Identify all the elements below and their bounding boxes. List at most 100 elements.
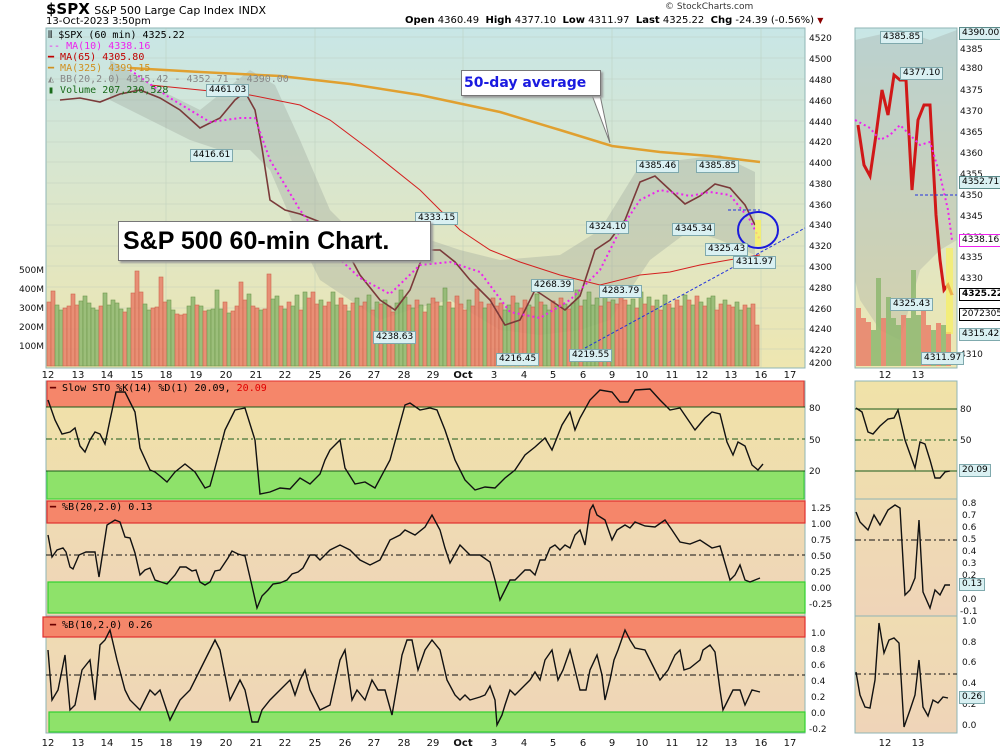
svg-text:0.2: 0.2 — [962, 571, 976, 581]
svg-text:10: 10 — [636, 370, 649, 381]
inset-high-label: 4377.10 — [900, 67, 944, 80]
dash-icon: -- — [48, 41, 67, 52]
svg-text:200M: 200M — [19, 323, 44, 333]
sto-line — [47, 388, 764, 495]
legend-volume: ▮ Volume 207,230,528 — [48, 85, 169, 96]
svg-text:100M: 100M — [19, 342, 44, 352]
svg-text:0.5: 0.5 — [962, 535, 976, 545]
svg-text:20: 20 — [809, 467, 821, 477]
svg-text:13: 13 — [912, 370, 925, 381]
legend-ma10: -- MA(10) 4338.16 — [48, 41, 151, 52]
price-label: 4324.10 — [586, 221, 630, 234]
svg-text:16: 16 — [755, 738, 768, 749]
open-value: 4360.49 — [437, 15, 480, 26]
svg-text:1.0: 1.0 — [811, 629, 826, 639]
svg-text:14: 14 — [101, 370, 114, 381]
pb10-overbought-zone — [42, 616, 806, 638]
mountain-icon: ◭ — [48, 74, 61, 85]
svg-text:4380: 4380 — [809, 180, 832, 190]
svg-text:0.8: 0.8 — [811, 645, 826, 655]
pb10-title: ━ %B(10,2.0) 0.26 — [50, 620, 153, 631]
pb20-yaxis: 1.25 1.00 0.75 0.50 0.25 0.00 -0.25 — [809, 504, 832, 610]
legend-ma65: ━ MA(65) 4305.80 — [48, 52, 145, 63]
svg-text:0.25: 0.25 — [811, 568, 831, 578]
svg-text:22: 22 — [279, 738, 292, 749]
line-icon: ━ — [50, 620, 63, 631]
svg-text:25: 25 — [309, 370, 322, 381]
bb-lower-tag: 4315.42 — [959, 328, 1000, 341]
svg-text:400M: 400M — [19, 285, 44, 295]
svg-text:13: 13 — [912, 738, 925, 749]
line-icon: ━ — [48, 63, 61, 74]
svg-text:29: 29 — [427, 738, 440, 749]
svg-text:27: 27 — [368, 738, 381, 749]
svg-text:4310: 4310 — [960, 350, 983, 360]
svg-text:5: 5 — [550, 738, 556, 749]
svg-text:50: 50 — [960, 436, 972, 446]
chart-legend: ⫴ $SPX (60 min) 4325.22 -- MA(10) 4338.1… — [48, 30, 289, 96]
svg-text:20: 20 — [220, 370, 233, 381]
svg-text:1.00: 1.00 — [811, 520, 831, 530]
svg-text:9: 9 — [609, 738, 615, 749]
price-label: 4283.79 — [599, 285, 643, 298]
svg-text:0.7: 0.7 — [962, 511, 976, 521]
svg-text:12: 12 — [879, 738, 892, 749]
highlight-circle — [737, 211, 779, 249]
svg-text:14: 14 — [101, 738, 114, 749]
down-arrow-icon: ▼ — [817, 16, 824, 25]
ma65-line — [149, 84, 761, 286]
svg-text:11: 11 — [666, 370, 679, 381]
line-icon: ━ — [50, 383, 63, 394]
svg-text:13: 13 — [72, 738, 85, 749]
svg-text:0.8: 0.8 — [962, 499, 977, 509]
price-label: 4345.34 — [672, 223, 716, 236]
bb-upper-tag: 4390.00 — [959, 27, 1000, 40]
ohlc-summary: Open 4360.49 High 4377.10 Low 4311.97 La… — [405, 15, 823, 26]
sto-title: ━ Slow STO %K(14) %D(1) 20.09, 20.09 — [50, 383, 267, 394]
svg-text:0.4: 0.4 — [811, 677, 826, 687]
fifty-day-annotation: 50-day average — [461, 70, 601, 96]
inset-pb20-panel — [854, 498, 958, 617]
price-label: 4416.61 — [190, 149, 234, 162]
svg-text:11: 11 — [666, 738, 679, 749]
svg-text:0.2: 0.2 — [962, 700, 976, 710]
high-label: High — [485, 15, 512, 26]
svg-text:15: 15 — [131, 370, 144, 381]
svg-text:4280: 4280 — [809, 284, 832, 294]
pb20-overbought-zone — [46, 500, 806, 524]
low-value: 4311.97 — [588, 15, 630, 26]
svg-text:12: 12 — [879, 370, 892, 381]
svg-text:0.00: 0.00 — [811, 584, 831, 594]
open-label: Open — [405, 15, 435, 26]
ma10-tag: 4338.16 — [959, 234, 1000, 247]
svg-text:5: 5 — [550, 370, 556, 381]
svg-text:-0.2: -0.2 — [809, 725, 827, 735]
svg-text:4360: 4360 — [809, 201, 832, 211]
inset-x-bottom: 12 13 — [879, 738, 925, 749]
header-title: $SPX S&P 500 Large Cap Index INDX — [46, 0, 266, 19]
svg-text:4330: 4330 — [960, 274, 983, 284]
inset-pb20-yaxis: 0.8 0.7 0.6 0.5 0.4 0.3 0.2 0.0 -0.1 — [960, 499, 978, 617]
svg-text:4335: 4335 — [960, 253, 983, 263]
pb20-value-tag: 0.13 — [959, 578, 986, 591]
svg-text:12: 12 — [42, 370, 55, 381]
svg-text:4480: 4480 — [809, 76, 832, 86]
last-label: Last — [635, 15, 660, 26]
svg-text:4380: 4380 — [960, 64, 983, 74]
inset-low-label: 4325.43 — [890, 298, 934, 311]
svg-text:0.6: 0.6 — [962, 523, 977, 533]
svg-text:0.0: 0.0 — [811, 709, 826, 719]
svg-text:4355: 4355 — [960, 170, 983, 180]
svg-text:4375: 4375 — [960, 86, 983, 96]
price-label: 4385.46 — [636, 160, 680, 173]
svg-text:12: 12 — [696, 370, 709, 381]
pb10-yaxis: 1.0 0.8 0.6 0.4 0.2 0.0 -0.2 — [809, 629, 827, 735]
svg-text:27: 27 — [368, 370, 381, 381]
svg-text:0.3: 0.3 — [962, 559, 976, 569]
svg-text:26: 26 — [339, 738, 352, 749]
svg-text:21: 21 — [250, 370, 263, 381]
svg-text:19: 19 — [190, 738, 203, 749]
volume-yaxis: 500M 400M 300M 200M 100M — [19, 266, 44, 352]
pb10-value-tag: 0.26 — [959, 691, 986, 704]
svg-text:20: 20 — [220, 738, 233, 749]
